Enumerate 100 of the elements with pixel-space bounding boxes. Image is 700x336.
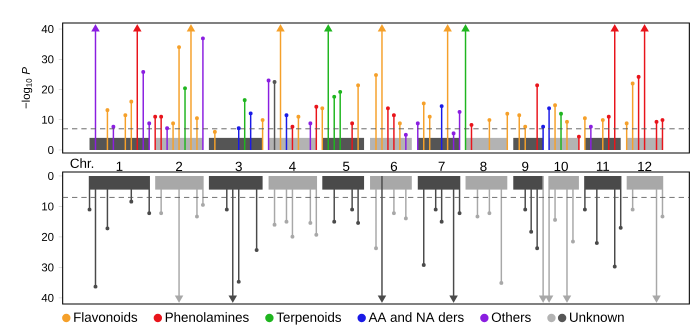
point (111, 124, 116, 129)
point (450, 295, 458, 302)
point (129, 200, 134, 204)
point (610, 24, 618, 32)
point (582, 116, 587, 120)
point (276, 24, 284, 32)
point (183, 86, 187, 90)
point (434, 208, 438, 212)
point (332, 220, 336, 224)
point (392, 211, 396, 216)
point (600, 118, 605, 122)
point (272, 80, 276, 84)
legend-label: Unknown (570, 312, 624, 322)
point (529, 230, 534, 234)
point (229, 295, 236, 302)
point (470, 122, 474, 127)
x-tick-label: 4 (289, 162, 296, 171)
point (356, 83, 360, 88)
point (505, 112, 510, 116)
point (565, 120, 569, 124)
point (571, 240, 575, 244)
x-tick-label: 2 (176, 162, 182, 172)
y-tick-label: 20 (42, 232, 54, 241)
point (105, 226, 110, 230)
point (523, 124, 528, 129)
point (284, 113, 288, 118)
point (444, 24, 452, 32)
point (404, 132, 408, 137)
x-tick-label: 11 (596, 162, 610, 171)
point (266, 78, 271, 82)
y-tick-label: 40 (42, 294, 54, 302)
point (499, 281, 504, 285)
point (324, 24, 332, 32)
point (640, 24, 648, 32)
point (320, 106, 324, 110)
point (392, 113, 396, 118)
x-axis-title: Chr. (70, 158, 94, 168)
point (517, 113, 522, 118)
point (594, 241, 599, 245)
legend-label: Phenolamines (166, 312, 249, 322)
y-tick-label: 20 (42, 86, 54, 94)
point (458, 110, 462, 114)
point (200, 202, 205, 207)
point (332, 94, 336, 99)
point (141, 70, 146, 74)
point (404, 216, 408, 220)
point (416, 121, 420, 126)
point (284, 220, 288, 224)
y-tick-label: 10 (42, 202, 54, 210)
point (618, 226, 623, 230)
point (440, 104, 444, 108)
point (660, 214, 664, 218)
point (308, 121, 312, 126)
point (224, 208, 229, 212)
point (236, 280, 241, 284)
x-tick-label: 12 (638, 162, 652, 172)
y-tick-label: 0 (48, 146, 54, 154)
point (462, 24, 470, 32)
x-tick-label: 1 (116, 162, 122, 171)
point (195, 116, 199, 120)
point (652, 295, 660, 302)
x-tick-label: 5 (342, 162, 350, 172)
point (212, 130, 217, 134)
point (553, 218, 557, 222)
point (94, 284, 98, 289)
point (177, 45, 181, 50)
point (422, 263, 426, 267)
point (175, 295, 183, 302)
point (356, 220, 360, 225)
point (159, 114, 164, 119)
point (535, 83, 540, 88)
point (630, 82, 635, 86)
x-tick-label: 7 (438, 162, 445, 171)
point (378, 24, 386, 32)
point (523, 208, 528, 212)
point (428, 114, 432, 119)
point (165, 126, 170, 130)
point (242, 98, 247, 102)
point (606, 114, 611, 119)
point (248, 111, 253, 116)
point (563, 295, 571, 302)
point (290, 124, 294, 129)
point (582, 208, 587, 212)
point (576, 134, 581, 139)
point (195, 214, 199, 218)
point (134, 24, 142, 32)
point (535, 246, 540, 250)
point (105, 108, 110, 112)
point (541, 124, 546, 129)
x-tick-label: 3 (236, 162, 242, 172)
point (147, 211, 152, 216)
point (660, 118, 664, 122)
point (612, 264, 617, 268)
point (308, 220, 312, 225)
point (422, 101, 426, 106)
point (636, 74, 641, 79)
point (254, 248, 259, 252)
point (588, 124, 593, 129)
y-axis-title: −log$_{10}$ P (22, 67, 32, 108)
point (260, 118, 265, 122)
